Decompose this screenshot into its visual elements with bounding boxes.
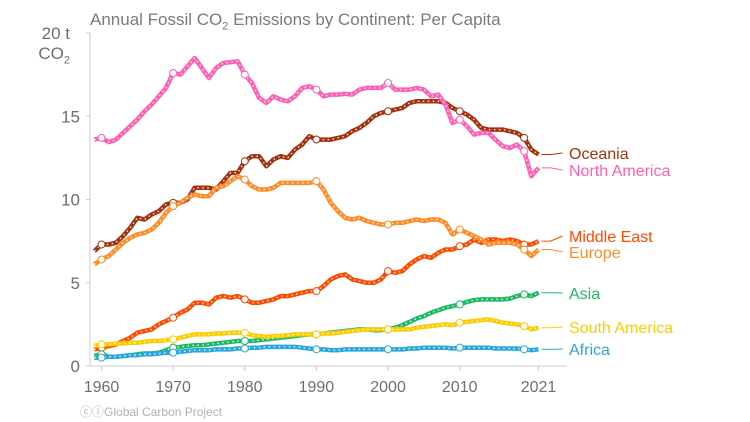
data-point-marker xyxy=(384,220,393,229)
data-point-marker xyxy=(455,318,464,327)
series-label-leader xyxy=(541,248,563,253)
series-dots xyxy=(94,346,539,359)
series-dots xyxy=(94,292,539,358)
data-point-marker xyxy=(520,290,529,299)
series-label: Oceania xyxy=(569,146,629,163)
series-label: Asia xyxy=(569,286,600,303)
series-label-leader xyxy=(541,326,563,329)
series-label: Europe xyxy=(569,245,621,262)
data-point-marker xyxy=(455,242,464,251)
x-tick-label: 2000 xyxy=(370,379,406,396)
series-label-leader xyxy=(541,235,563,242)
cc-license-icon: ⓒⓘ xyxy=(80,405,105,419)
credit: ⓒⓘGlobal Carbon Project xyxy=(80,405,223,419)
data-point-marker xyxy=(455,225,464,234)
y-tick-label: 10 xyxy=(61,191,80,210)
data-point-marker xyxy=(312,287,321,296)
y-tick-label: 5 xyxy=(71,274,80,293)
data-point-marker xyxy=(455,343,464,352)
series-label: Middle East xyxy=(569,229,653,246)
series-dots xyxy=(93,175,539,265)
x-tick-label: 1980 xyxy=(227,379,263,396)
series-label-leader xyxy=(541,167,563,171)
data-point-marker xyxy=(455,107,464,116)
series-line-oceania xyxy=(92,99,540,253)
data-point-marker xyxy=(97,353,106,362)
data-point-marker xyxy=(312,330,321,339)
data-point-marker xyxy=(520,147,529,156)
x-tick-label: 2010 xyxy=(442,379,478,396)
data-point-marker xyxy=(240,157,249,166)
data-point-marker xyxy=(169,202,178,211)
data-point-marker xyxy=(240,328,249,337)
data-point-marker xyxy=(169,335,178,344)
data-point-marker xyxy=(455,300,464,309)
data-point-marker xyxy=(520,133,529,142)
data-point-marker xyxy=(97,340,106,349)
data-point-marker xyxy=(240,295,249,304)
series-label: South America xyxy=(569,320,673,337)
chart-title: Annual Fossil CO2 Emissions by Continent… xyxy=(90,10,501,33)
data-point-marker xyxy=(240,70,249,79)
data-point-marker xyxy=(520,322,529,331)
data-point-marker xyxy=(169,313,178,322)
data-point-marker xyxy=(520,345,529,354)
series-label: North America xyxy=(569,163,670,180)
series-dots xyxy=(94,56,539,178)
data-point-marker xyxy=(312,85,321,94)
x-tick-label: 1970 xyxy=(155,379,191,396)
data-point-marker xyxy=(169,348,178,357)
series-label-leader xyxy=(541,152,563,156)
data-point-marker xyxy=(312,345,321,354)
x-tick-label: 2021 xyxy=(521,379,557,396)
data-point-marker xyxy=(169,68,178,77)
data-point-marker xyxy=(312,135,321,144)
data-point-marker xyxy=(384,345,393,354)
y-tick-label: 0 xyxy=(71,357,80,376)
data-point-marker xyxy=(384,107,393,116)
data-point-marker xyxy=(97,255,106,264)
data-point-marker xyxy=(455,115,464,124)
data-point-marker xyxy=(312,177,321,186)
data-point-marker xyxy=(520,245,529,254)
series-dots xyxy=(93,100,539,252)
y-axis-unit: 20 t CO2 xyxy=(38,24,70,67)
x-tick-label: 1960 xyxy=(84,379,120,396)
y-tick-label: 15 xyxy=(61,107,80,126)
series-label: Africa xyxy=(569,342,610,359)
data-point-marker xyxy=(240,337,249,346)
data-point-marker xyxy=(384,267,393,276)
data-point-marker xyxy=(97,240,106,249)
data-point-marker xyxy=(240,175,249,184)
data-point-marker xyxy=(240,344,249,353)
data-point-marker xyxy=(384,78,393,87)
data-point-marker xyxy=(97,133,106,142)
data-point-marker xyxy=(384,325,393,334)
x-tick-label: 1990 xyxy=(299,379,335,396)
